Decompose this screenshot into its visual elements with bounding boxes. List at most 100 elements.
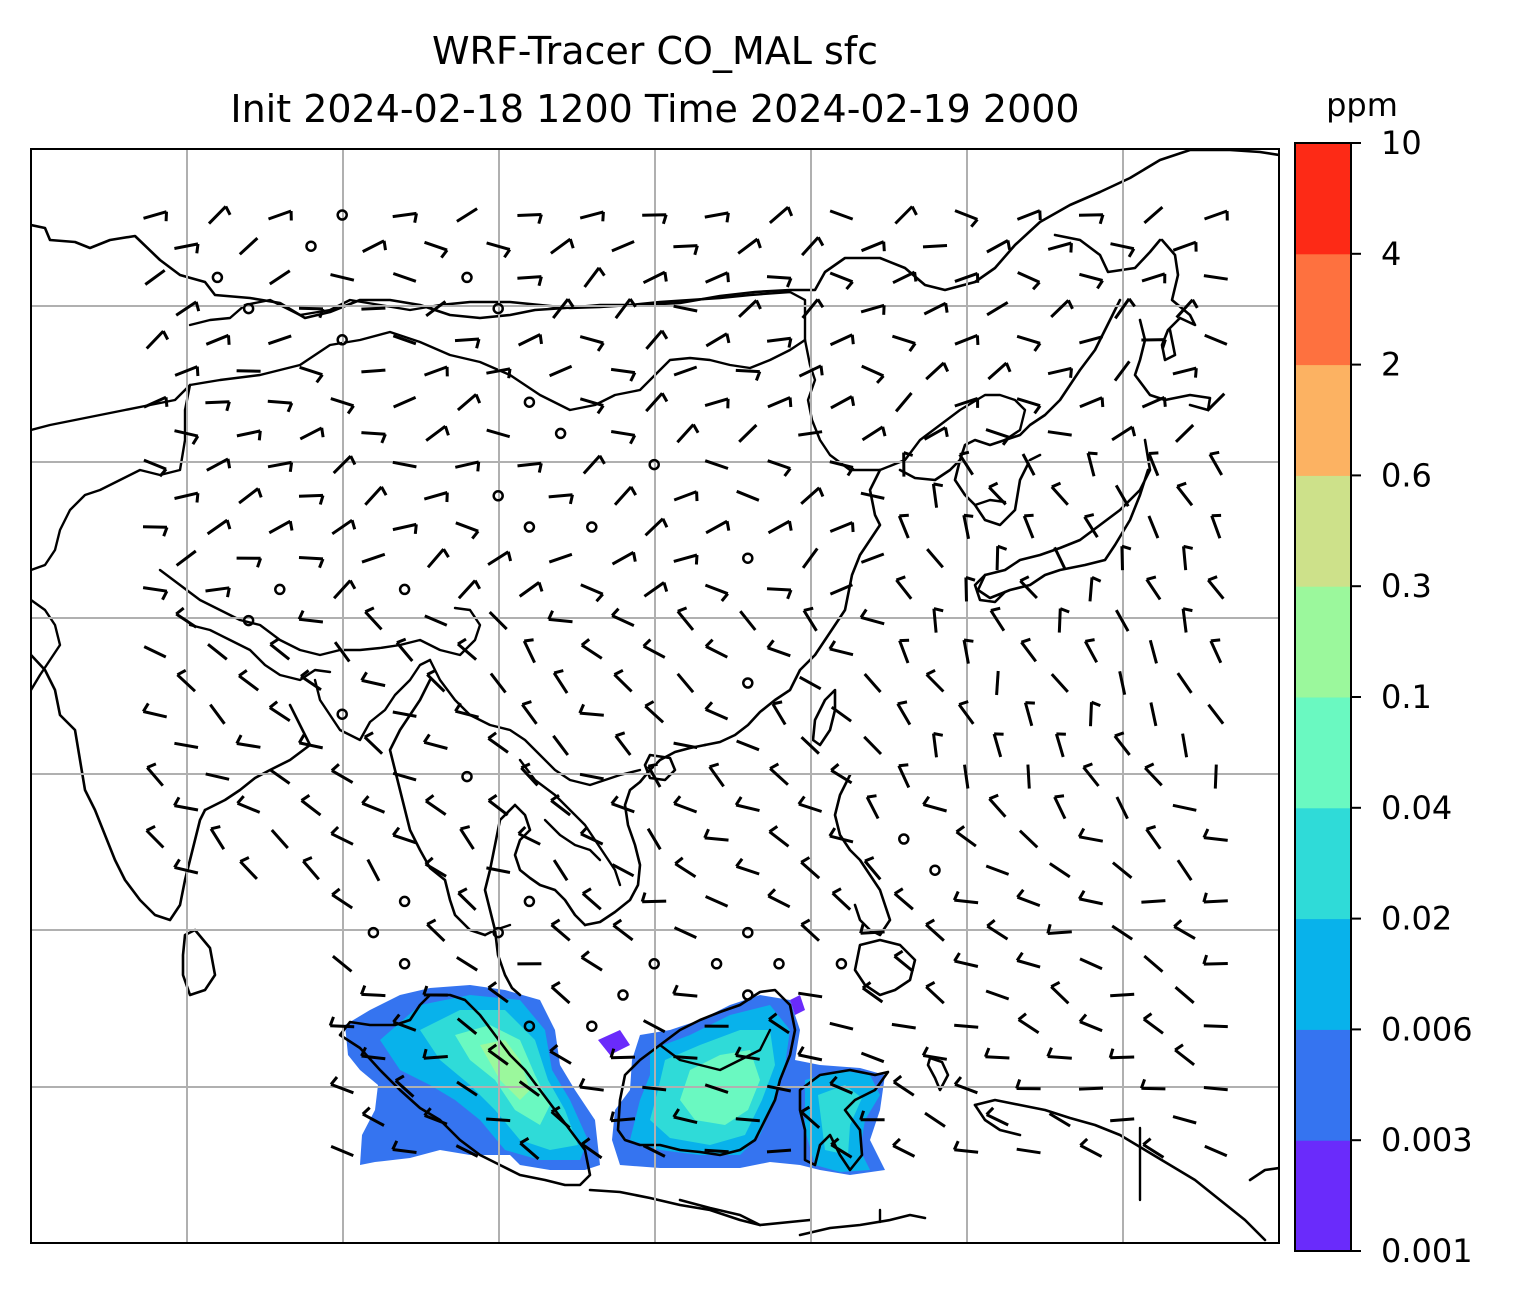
wind-barb: [1047, 430, 1072, 437]
coast-india-west: [31, 653, 207, 922]
wind-barb: [1144, 762, 1163, 787]
wind-barb: [1046, 923, 1072, 935]
wind-barb: [640, 892, 667, 904]
wind-barb: [646, 762, 662, 788]
calm-wind-circle: [492, 302, 504, 315]
wind-barb: [859, 1110, 885, 1122]
calm-wind-circle: [586, 1020, 598, 1032]
wind-barb: [800, 486, 825, 505]
wind-barb: [550, 1105, 571, 1129]
wind-barb: [986, 239, 1012, 254]
wind-barb: [580, 638, 603, 660]
wind-barb: [1172, 1115, 1197, 1125]
wind-barb: [1203, 274, 1228, 281]
wind-barb: [517, 213, 543, 225]
calm-wind-circle: [554, 427, 567, 440]
wind-barb: [579, 210, 605, 222]
wind-barb: [988, 481, 1007, 506]
wind-barb: [705, 519, 731, 535]
wind-barb: [1026, 764, 1031, 789]
wind-barb: [610, 795, 635, 814]
wind-barb: [205, 333, 231, 346]
wind-barb: [302, 856, 320, 881]
wind-barb: [364, 606, 383, 631]
wind-barb: [704, 583, 729, 602]
colorbar-segment: [1295, 1029, 1351, 1141]
wind-barb: [984, 1047, 1010, 1060]
wind-barb: [1202, 828, 1228, 842]
wind-barb: [830, 763, 853, 785]
calm-wind-circle: [398, 895, 411, 908]
wind-barb: [735, 1117, 760, 1123]
wind-barb: [143, 458, 168, 478]
wind-barb: [985, 428, 1010, 446]
coast-russia-far-east: [1003, 298, 1122, 442]
wind-barb: [923, 426, 949, 441]
wind-barb: [1083, 513, 1099, 538]
wind-barb: [989, 606, 1006, 632]
colorbar-segments: [1295, 143, 1351, 1252]
wind-barb: [1203, 1086, 1228, 1092]
coast-flores: [758, 1218, 812, 1227]
wind-barb: [829, 583, 853, 596]
wind-barb: [424, 614, 448, 627]
colorbar-tick-label: 0.001: [1381, 1232, 1473, 1270]
calm-wind-circle: [492, 926, 504, 939]
wind-barb: [486, 1117, 511, 1123]
map-plot-area: [31, 149, 1279, 1243]
wind-barb: [235, 734, 261, 749]
wind-barb: [1016, 334, 1042, 352]
wind-barb: [892, 270, 918, 285]
wind-barb: [737, 237, 762, 255]
coast-kamchatka: [1160, 238, 1197, 362]
wind-barb: [549, 1043, 572, 1065]
wind-barb: [456, 1017, 478, 1035]
wind-barb: [860, 1051, 885, 1064]
wind-barb: [206, 518, 232, 536]
coast-borneo: [616, 988, 797, 1157]
wind-barb: [143, 645, 167, 659]
wind-barb: [362, 239, 387, 253]
wind-barb: [488, 611, 508, 631]
wind-barb: [642, 270, 668, 285]
wind-barb: [173, 858, 199, 875]
wind-barb: [673, 244, 699, 256]
wind-barb: [925, 980, 945, 1005]
wind-barb: [486, 866, 511, 874]
wind-barb: [672, 984, 698, 998]
wind-barb: [581, 1137, 603, 1160]
wind-barb: [1016, 1147, 1041, 1155]
colorbar-units-label: ppm: [1326, 86, 1398, 124]
wind-barb: [486, 367, 512, 379]
wind-barb: [673, 795, 698, 814]
wind-barb: [962, 638, 974, 664]
wind-barb: [863, 673, 882, 693]
wind-barb: [708, 762, 725, 788]
wind-barb: [1078, 1013, 1103, 1033]
wind-barb: [1114, 609, 1130, 632]
colorbar-tick-label: 0.003: [1381, 1121, 1473, 1159]
wind-barb: [454, 337, 481, 349]
wind-barb: [456, 956, 478, 972]
wind-barb: [987, 361, 1012, 381]
wind-barb: [392, 211, 418, 223]
wind-barb: [642, 213, 668, 225]
wind-barb: [269, 637, 291, 661]
wind-barb: [676, 423, 700, 444]
wind-barb: [1172, 240, 1198, 252]
wind-barb: [646, 827, 662, 851]
wind-barb: [333, 641, 351, 663]
wind-barb: [734, 1046, 760, 1061]
wind-barb: [985, 864, 1010, 876]
wind-barb: [932, 607, 944, 633]
wind-barb: [611, 863, 635, 878]
wind-barb: [236, 429, 262, 441]
wind-barb: [392, 460, 417, 469]
calm-wind-circle: [648, 458, 660, 471]
wind-barb: [1149, 702, 1158, 727]
wind-barb: [964, 575, 976, 602]
coast-timor: [798, 1213, 927, 1237]
calm-wind-circle: [617, 989, 629, 1001]
wind-barb: [830, 1137, 853, 1159]
wind-barb: [486, 241, 512, 259]
